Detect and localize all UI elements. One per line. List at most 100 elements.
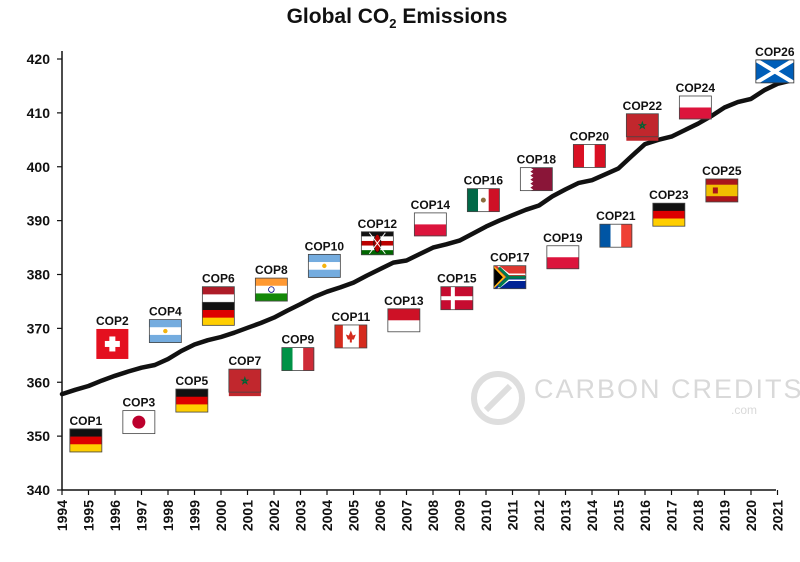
cop-label: COP4 — [149, 305, 182, 319]
x-tick-label: 2019 — [717, 500, 733, 531]
flag-germany-cop1: COP1 — [69, 414, 103, 453]
x-tick-label: 2016 — [637, 500, 653, 531]
y-axis-ticks: 340 350 360 370 380 390 400 410 420 — [27, 51, 62, 498]
x-tick-label: 1998 — [160, 500, 176, 531]
x-tick-label: 1999 — [187, 500, 203, 531]
y-tick-label: 390 — [27, 213, 51, 229]
x-axis-ticks: 1994 1995 1996 1997 1998 1999 2000 2001 2002 2003… — [54, 490, 786, 531]
cop-label: COP16 — [464, 174, 504, 188]
x-tick-label: 2006 — [372, 500, 388, 531]
cop-label: COP12 — [358, 217, 398, 231]
cop-label: COP25 — [702, 164, 742, 178]
chart-title: Global CO2 Emissions — [287, 5, 508, 31]
y-tick-label: 420 — [27, 51, 51, 67]
flag-qatar-cop18: COP18 — [517, 153, 557, 192]
x-tick-label: 2011 — [505, 500, 521, 531]
flag-peru-cop20: COP20 — [570, 129, 610, 168]
x-tick-label: 1997 — [134, 500, 150, 531]
x-tick-label: 2003 — [293, 500, 309, 531]
x-tick-label: 1995 — [81, 500, 97, 531]
flag-morocco-cop7: COP7 — [228, 354, 262, 397]
flag-mexico-cop16: COP16 — [464, 174, 504, 213]
y-tick-label: 410 — [27, 105, 51, 121]
cop-label: COP17 — [490, 251, 530, 265]
y-tick-label: 380 — [27, 267, 51, 283]
title-subscript: 2 — [389, 16, 396, 31]
y-tick-label: 370 — [27, 320, 51, 336]
series-group — [59, 78, 794, 397]
x-tick-label: 2007 — [399, 500, 415, 531]
cop-flags: COP1 COP2 COP3 COP4 COP5 COP6 COP7 COP8 COP9 COP1… — [69, 45, 795, 453]
flag-argentina-cop10: COP10 — [305, 239, 345, 278]
flag-germany-cop5: COP5 — [175, 374, 209, 413]
title-tail: Emissions — [397, 5, 508, 28]
x-tick-label: 1996 — [107, 500, 123, 531]
cop-label: COP18 — [517, 153, 557, 167]
flag-southafrica-cop17: COP17 — [490, 251, 530, 290]
x-tick-label: 2008 — [425, 500, 441, 531]
cop-label: COP23 — [649, 188, 689, 202]
cop-label: COP13 — [384, 294, 424, 308]
flag-italy-cop9: COP9 — [281, 333, 315, 371]
carbon-credits-watermark: CARBON CREDITS .com — [471, 371, 800, 425]
y-tick-label: 360 — [27, 374, 51, 390]
cop-label: COP26 — [755, 45, 795, 59]
flag-india-cop8: COP8 — [254, 263, 288, 302]
x-tick-label: 2004 — [319, 500, 335, 531]
flag-morocco-cop22: COP22 — [623, 99, 663, 141]
x-tick-label: 2017 — [664, 500, 680, 531]
cop-label: COP7 — [229, 354, 262, 368]
cop-label: COP22 — [623, 99, 663, 113]
y-tick-label: 350 — [27, 428, 51, 444]
x-tick-label: 2005 — [346, 500, 362, 531]
y-tick-label: 400 — [27, 159, 51, 175]
cop-label: COP24 — [676, 81, 716, 95]
flag-kenya-cop12: COP12 — [358, 217, 398, 256]
flag-france-cop21: COP21 — [596, 209, 636, 248]
x-tick-label: 2020 — [743, 500, 759, 531]
cop-label: COP5 — [176, 374, 209, 388]
cop-label: COP19 — [543, 231, 583, 245]
title-main: Global CO — [287, 5, 390, 28]
flag-scotland-cop26: COP26 — [754, 45, 795, 85]
watermark-brand: CARBON CREDITS — [534, 374, 800, 404]
cop-label: COP15 — [437, 272, 477, 286]
cop-label: COP1 — [70, 414, 103, 428]
flag-poland-cop14: COP14 — [411, 198, 451, 237]
x-tick-label: 2018 — [690, 500, 706, 531]
x-tick-label: 1994 — [54, 500, 70, 531]
x-tick-label: 2001 — [240, 500, 256, 531]
flag-japan-cop3: COP3 — [122, 396, 156, 435]
flag-denmark-cop15: COP15 — [437, 272, 477, 311]
x-tick-label: 2021 — [770, 500, 786, 531]
flag-poland-cop24: COP24 — [676, 81, 716, 120]
x-tick-label: 2000 — [213, 500, 229, 531]
x-tick-label: 2014 — [584, 500, 600, 531]
cop-label: COP14 — [411, 198, 451, 212]
watermark-suffix: .com — [731, 403, 757, 417]
cop-label: COP9 — [282, 333, 315, 347]
cop-label: COP21 — [596, 209, 636, 223]
x-tick-label: 2010 — [478, 500, 494, 531]
cop-label: COP3 — [123, 396, 156, 410]
flag-poland-cop19: COP19 — [543, 231, 583, 270]
cop-label: COP11 — [331, 310, 370, 324]
flag-germany-cop23: COP23 — [649, 188, 689, 227]
cop-label: COP8 — [255, 263, 288, 277]
flag-germany-cop6b — [201, 301, 235, 326]
cop-label: COP6 — [202, 272, 235, 286]
flag-indonesia-cop13: COP13 — [384, 294, 424, 333]
flag-canada-cop11: COP11 — [331, 310, 371, 349]
x-tick-label: 2012 — [531, 500, 547, 531]
flag-spain-cop25: COP25 — [702, 164, 742, 203]
flag-argentina-cop4: COP4 — [148, 305, 182, 343]
axes — [61, 51, 776, 491]
cop-label: COP10 — [305, 239, 345, 253]
x-tick-label: 2015 — [611, 500, 627, 531]
cop-label: COP2 — [96, 314, 129, 328]
cop-label: COP20 — [570, 129, 610, 143]
flag-switzerland-cop2: COP2 — [96, 314, 129, 359]
x-tick-label: 2002 — [266, 500, 282, 531]
x-tick-label: 2013 — [558, 500, 574, 531]
